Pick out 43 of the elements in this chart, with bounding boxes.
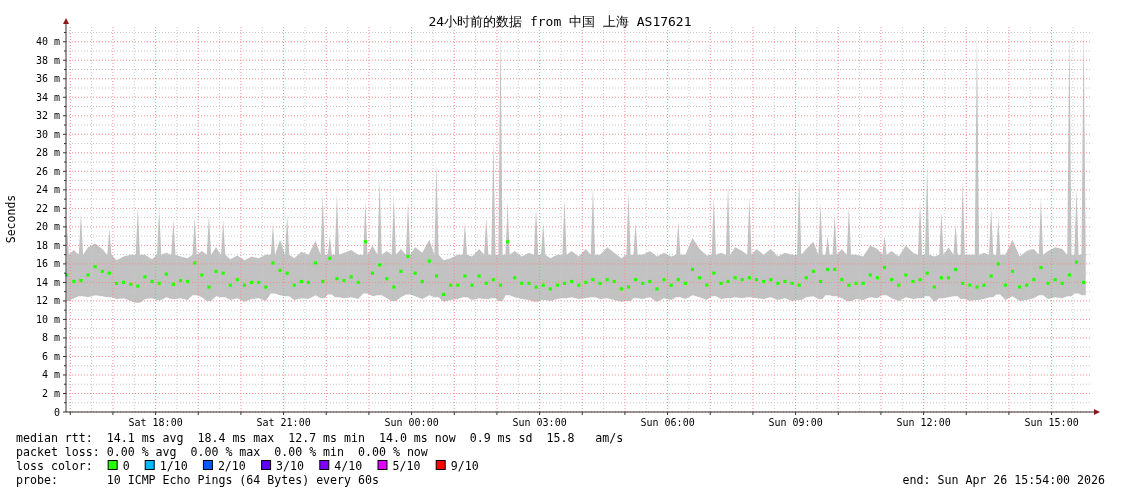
y-tick-label: 32 m (35, 110, 60, 122)
x-tick-label: Sun 00:00 (384, 417, 439, 428)
chart-title: 24小时前的数据 from 中国 上海 AS17621 (428, 14, 692, 29)
y-tick-label: 4 m (41, 369, 60, 381)
legend-label: 3/10 (276, 459, 305, 473)
y-tick-label: 34 m (35, 91, 60, 103)
x-tick-label: Sun 06:00 (640, 417, 695, 428)
y-tick-label: 36 m (35, 73, 60, 85)
y-tick-label: 12 m (35, 295, 60, 307)
legend-label: 1/10 (159, 459, 188, 473)
x-tick-label: Sun 09:00 (768, 417, 823, 428)
x-tick-label: Sun 15:00 (1024, 417, 1079, 428)
x-tick-label: Sun 03:00 (512, 417, 567, 428)
y-tick-label: 16 m (35, 258, 60, 270)
y-tick-label: 14 m (35, 276, 60, 288)
y-axis-title: Seconds (4, 194, 18, 244)
legend-label: 5/10 (392, 459, 421, 473)
y-tick-label: 30 m (35, 128, 60, 140)
y-tick-label: 6 m (41, 350, 60, 362)
text: probe: 10 ICMP Echo Pings (64 Bytes) every 60s (16, 473, 379, 487)
y-tick-label: 18 m (35, 239, 60, 251)
legend-label: 0 (122, 459, 130, 473)
text: packet loss: 0.00 % avg 0.00 % max 0.00 % min 0.00 % now (16, 445, 428, 459)
y-tick-label: 8 m (41, 332, 60, 344)
y-tick-label: 28 m (35, 147, 60, 159)
y-tick-label: 0 (53, 406, 60, 418)
legend-title: loss color: (16, 459, 93, 473)
y-tick-label: 10 m (35, 313, 60, 325)
y-tick-label: 40 m (35, 36, 60, 48)
legend-label: 9/10 (450, 459, 479, 473)
y-tick-label: 22 m (35, 202, 60, 214)
y-tick-label: 2 m (41, 387, 60, 399)
y-tick-label: 38 m (35, 54, 60, 66)
x-tick-label: Sat 21:00 (256, 417, 311, 428)
y-tick-label: 24 m (35, 184, 60, 196)
legend-label: 4/10 (334, 459, 363, 473)
text: median rtt: 14.1 ms avg 18.4 ms max 12.7 ms min 14.0 ms now 0.9 ms sd 15.8 am/s (16, 431, 624, 445)
text: end: Sun Apr 26 15:54:00 2026 (902, 473, 1106, 487)
legend-label: 2/10 (217, 459, 246, 473)
y-tick-label: 26 m (35, 165, 60, 177)
y-tick-label: 20 m (35, 221, 60, 233)
x-tick-label: Sun 12:00 (896, 417, 951, 428)
x-tick-label: Sat 18:00 (128, 417, 183, 428)
